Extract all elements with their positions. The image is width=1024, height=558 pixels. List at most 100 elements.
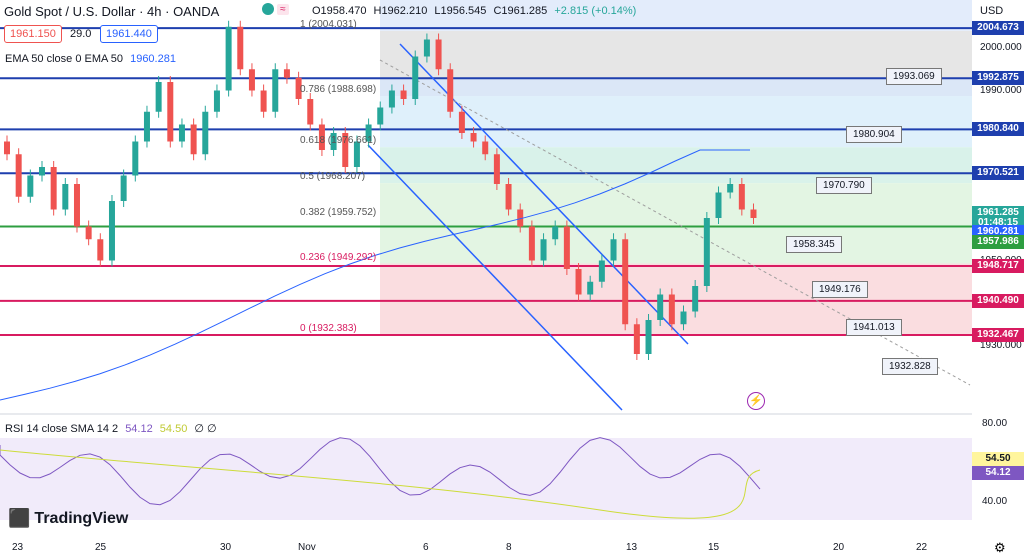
fib-zone-top — [380, 0, 972, 31]
candle-19 — [225, 26, 232, 91]
fib-level-label: 0.236 (1949.292) — [300, 251, 377, 263]
candle-35 — [412, 56, 419, 99]
price-axis-label: 1930.000 — [980, 339, 1022, 351]
candle-17 — [202, 111, 209, 155]
time-axis-label: 13 — [626, 542, 638, 553]
price-tag[interactable]: 1980.840 — [972, 122, 1024, 137]
candle-50 — [587, 281, 594, 295]
candle-60 — [703, 218, 710, 286]
rsi-axis-label: 40.00 — [982, 496, 1008, 507]
candle-20 — [237, 26, 244, 70]
fib-level-label: 1 (2004.031) — [300, 18, 357, 30]
candle-28 — [330, 133, 337, 150]
time-axis-label: 23 — [12, 542, 24, 553]
candle-6 — [73, 184, 80, 227]
candle-63 — [738, 184, 745, 210]
candle-58 — [680, 311, 687, 325]
price-tag[interactable]: 1992.875 — [972, 71, 1024, 86]
wave-icon[interactable]: ≈ — [277, 4, 289, 15]
candle-43 — [505, 184, 512, 210]
price-annotation[interactable]: 1993.069 — [886, 68, 942, 85]
candle-53 — [622, 239, 629, 325]
price-annotation[interactable]: 1970.790 — [816, 177, 872, 194]
candle-52 — [610, 239, 617, 261]
candle-45 — [528, 226, 535, 261]
candle-24 — [283, 69, 290, 78]
candle-26 — [307, 99, 314, 125]
candle-3 — [38, 167, 45, 176]
price-tag[interactable]: 1932.467 — [972, 328, 1024, 342]
candle-59 — [692, 286, 699, 312]
candle-56 — [657, 294, 664, 320]
fib-zone-1 — [380, 78, 972, 97]
rsi-value: 54.12 — [125, 423, 153, 435]
sell-button[interactable]: 1961.150 — [4, 25, 62, 43]
candle-22 — [260, 90, 267, 112]
price-tag[interactable]: 2004.673 — [972, 21, 1024, 36]
candle-2 — [27, 175, 34, 197]
price-tag[interactable]: 1970.521 — [972, 166, 1024, 181]
symbol-title[interactable]: Gold Spot / U.S. Dollar · 4h · OANDA — [4, 4, 220, 19]
rsi-label[interactable]: RSI 14 close SMA 14 2 — [5, 423, 119, 435]
channel-lower — [367, 144, 623, 411]
price-annotation[interactable]: 1980.904 — [846, 126, 902, 143]
price-annotation[interactable]: 1941.013 — [846, 319, 902, 336]
currency-label[interactable]: USD — [980, 5, 1004, 17]
logo-text: TradingView — [34, 509, 129, 527]
price-tag[interactable]: 1957.986 — [972, 235, 1024, 250]
fib-zone-0 — [380, 30, 972, 79]
candle-29 — [342, 133, 349, 167]
candle-40 — [470, 133, 477, 142]
candle-15 — [178, 124, 185, 142]
time-axis-label: 30 — [220, 542, 232, 553]
candle-4 — [50, 167, 57, 210]
time-axis-label: Nov — [298, 542, 316, 553]
candle-34 — [400, 90, 407, 99]
low-value: L1956.545 — [434, 5, 487, 17]
price-annotation[interactable]: 1932.828 — [882, 358, 938, 375]
open-value: O1958.470 — [312, 5, 367, 17]
candle-7 — [85, 226, 92, 240]
rsi-sma-line — [0, 449, 761, 519]
candle-39 — [458, 111, 465, 133]
settings-gear-icon[interactable]: ⚙ — [994, 540, 1006, 555]
candle-41 — [482, 141, 489, 155]
candle-61 — [715, 192, 722, 218]
rsi-tag: 54.12 — [972, 466, 1024, 480]
price-tag[interactable]: 1948.717 — [972, 258, 1024, 273]
buy-button[interactable]: 1961.440 — [100, 25, 158, 43]
eye-icon[interactable] — [262, 3, 274, 16]
fib-level-label: 0.786 (1988.698) — [300, 84, 377, 96]
fib-level-label: 0.382 (1959.752) — [300, 207, 377, 219]
close-value: C1961.285 — [493, 5, 548, 17]
ema-label[interactable]: EMA 50 close 0 EMA 50 — [5, 53, 124, 65]
high-value: H1962.210 — [373, 5, 428, 17]
ema-value: 1960.281 — [130, 53, 176, 65]
rsi-tag: 54.50 — [972, 452, 1024, 466]
candle-1 — [15, 154, 22, 197]
lightning-icon[interactable]: ⚡ — [747, 392, 765, 410]
price-annotation[interactable]: 1949.176 — [812, 281, 868, 298]
rsi-sma-value: 54.50 — [159, 423, 188, 435]
candle-13 — [155, 82, 162, 112]
time-axis-label: 6 — [423, 542, 429, 553]
rsi-axis-label: 80.00 — [982, 418, 1008, 429]
candle-31 — [365, 124, 372, 142]
price-annotation[interactable]: 1958.345 — [786, 236, 842, 253]
candle-48 — [563, 226, 570, 269]
candle-57 — [668, 294, 675, 325]
candle-55 — [645, 320, 652, 354]
candle-0 — [4, 141, 10, 155]
candle-62 — [727, 184, 734, 193]
candle-10 — [120, 175, 127, 201]
fib-level-label: 0.618 (1976.661) — [300, 135, 377, 147]
price-axis-label: 1990.000 — [980, 84, 1022, 96]
candle-54 — [633, 324, 640, 354]
candle-49 — [575, 269, 582, 295]
price-tag[interactable]: 1940.490 — [972, 293, 1024, 308]
candle-21 — [248, 69, 255, 91]
candle-36 — [423, 39, 430, 57]
tradingview-logo: ⬛ TradingView — [8, 508, 128, 529]
candle-33 — [388, 90, 395, 108]
